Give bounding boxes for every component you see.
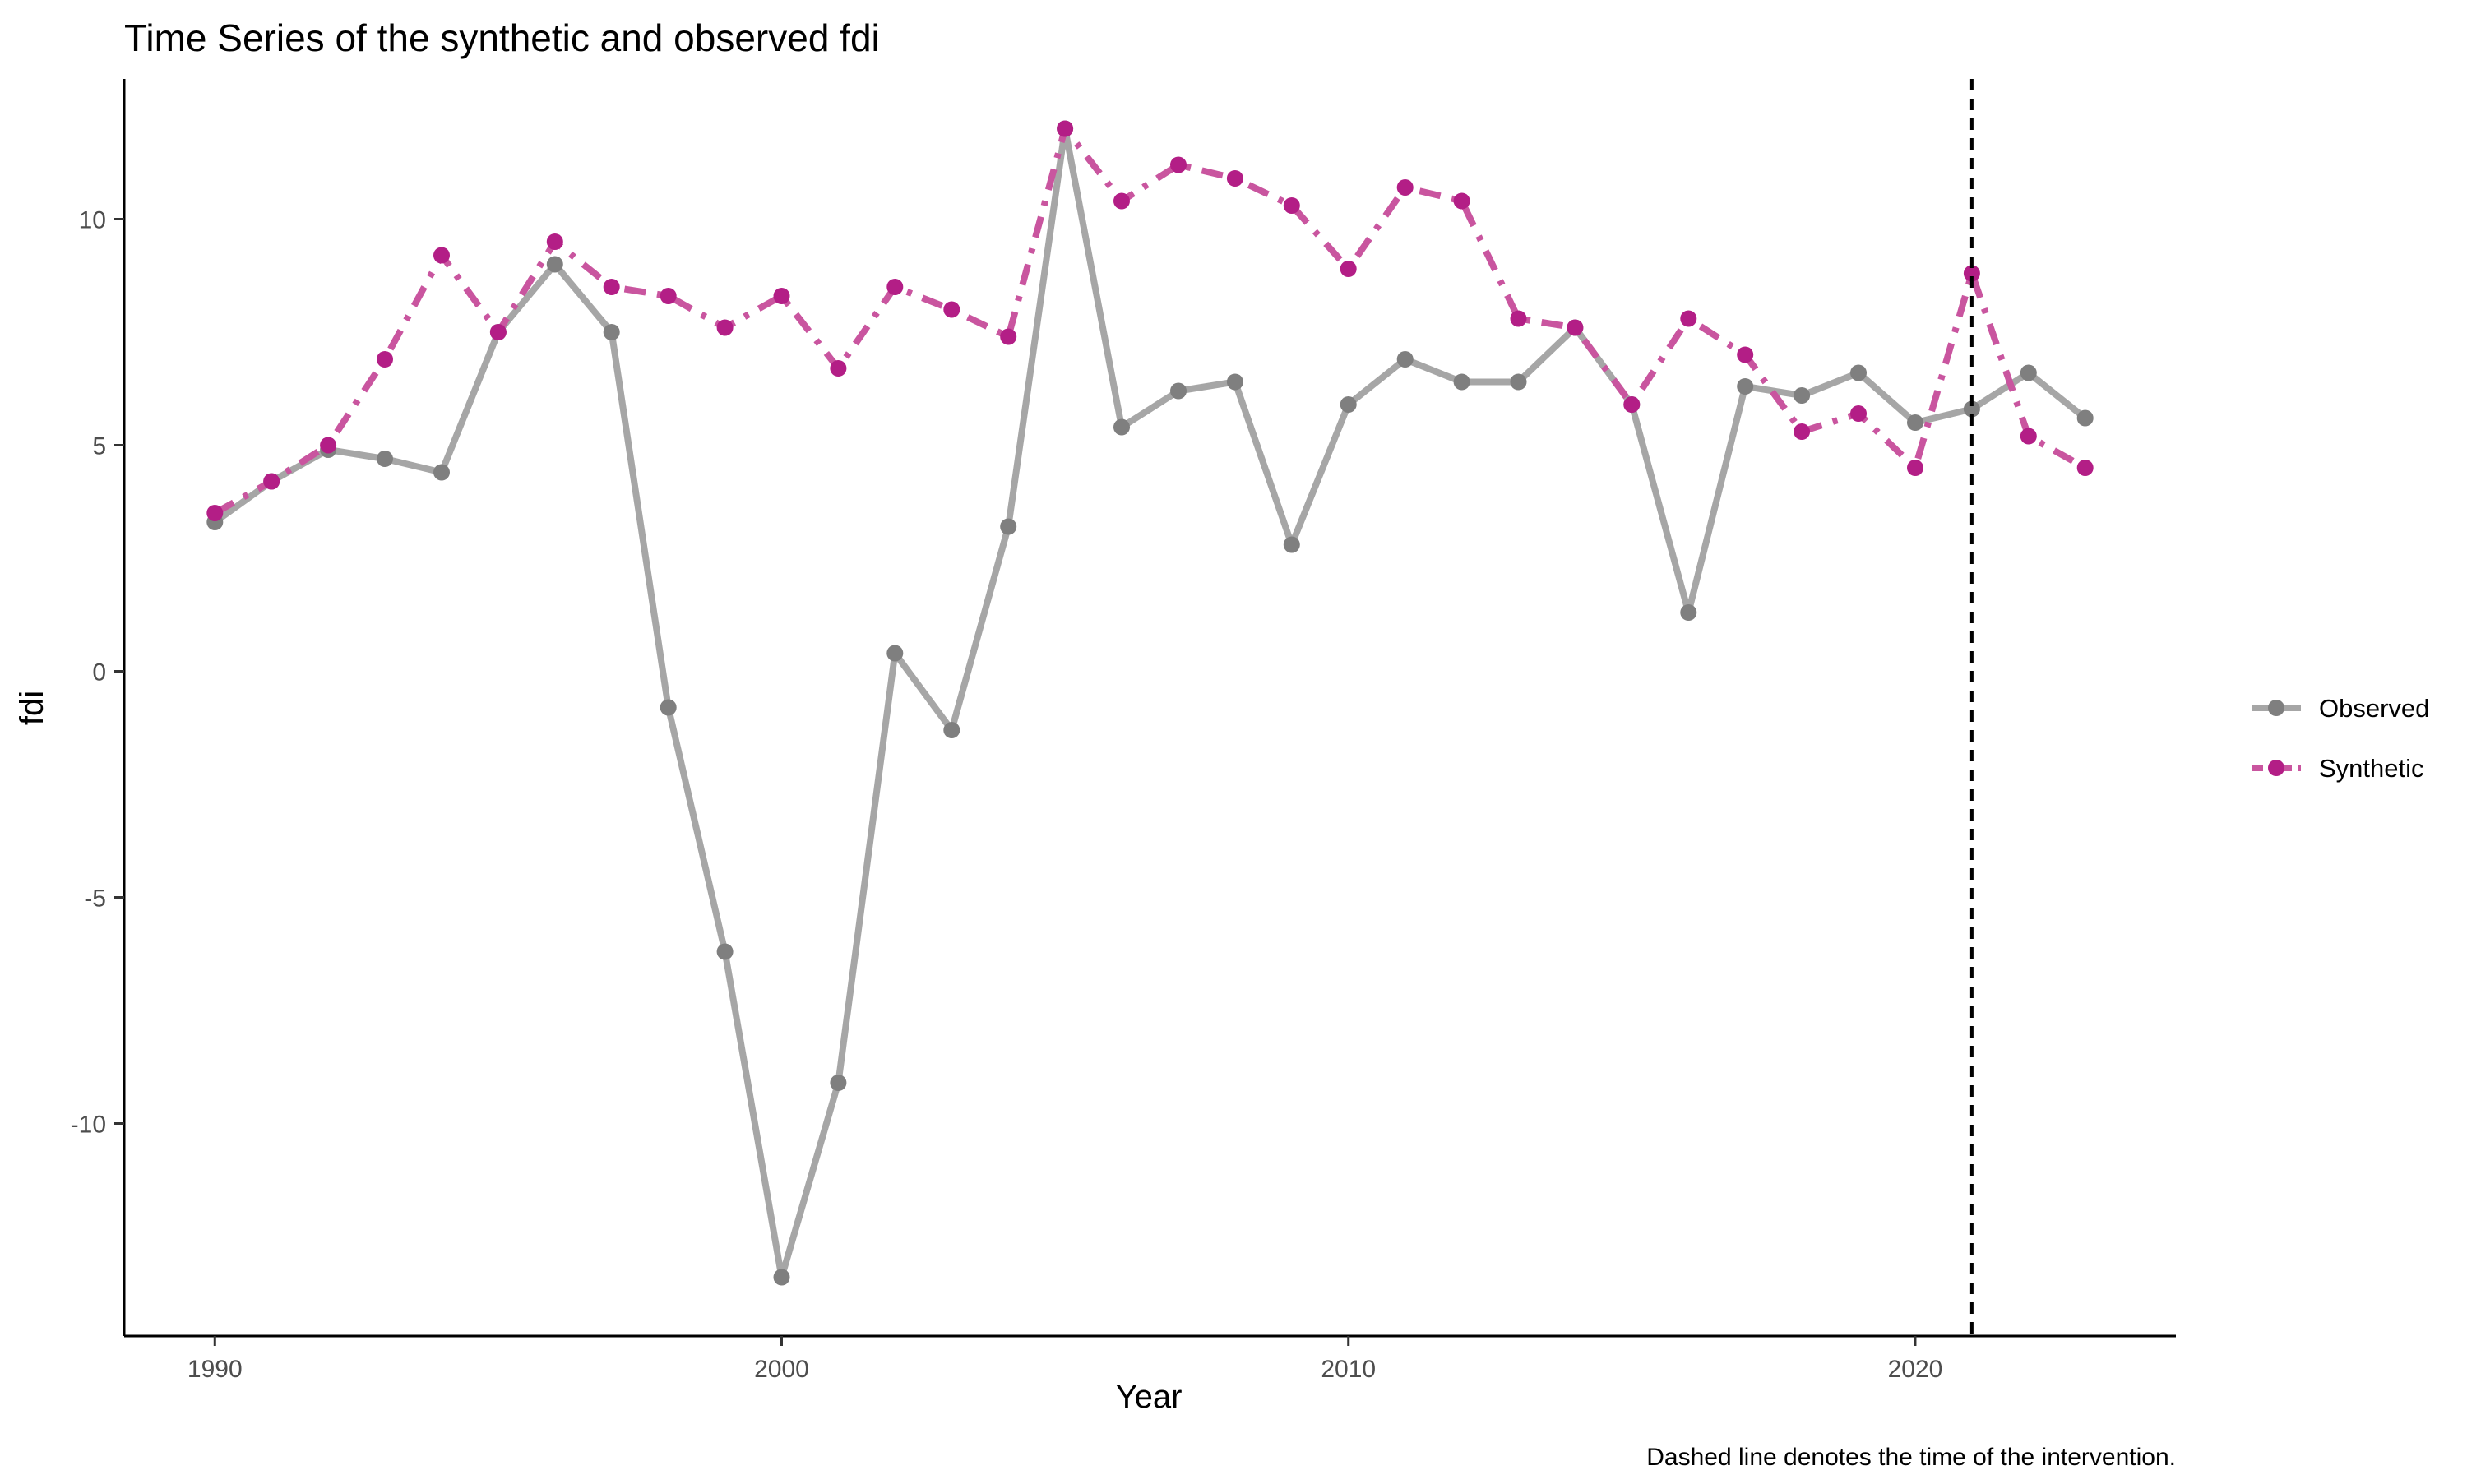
data-point-synthetic-2017 [1737,346,1754,363]
data-point-observed-1994 [433,464,450,481]
y-tick-label--5: -5 [84,885,106,913]
data-point-synthetic-1999 [716,319,734,336]
data-point-observed-2000 [773,1269,790,1286]
data-point-synthetic-1994 [433,247,450,264]
data-point-synthetic-2010 [1340,261,1357,277]
data-point-synthetic-2006 [1113,192,1130,210]
data-point-observed-2009 [1283,536,1300,553]
data-point-synthetic-2018 [1794,423,1811,440]
data-point-observed-2022 [2020,364,2037,381]
data-point-observed-2001 [830,1075,847,1091]
data-point-synthetic-1998 [660,288,677,304]
data-point-synthetic-1991 [263,473,280,490]
data-point-observed-2011 [1396,351,1414,368]
data-point-observed-1999 [716,943,734,960]
data-point-observed-2003 [943,722,960,738]
data-point-synthetic-2023 [2076,460,2094,476]
data-point-observed-2004 [1000,518,1017,535]
data-point-synthetic-2016 [1680,310,1697,327]
data-point-synthetic-2019 [1850,405,1867,422]
data-point-synthetic-2015 [1623,396,1641,413]
data-point-synthetic-1993 [377,351,393,368]
data-point-synthetic-2002 [886,279,904,295]
data-point-observed-2006 [1113,418,1130,436]
data-point-observed-2013 [1510,373,1527,391]
data-point-observed-1996 [546,256,563,273]
legend-marker-synthetic [2268,760,2284,776]
data-point-synthetic-2001 [830,360,847,377]
data-point-synthetic-2013 [1510,310,1527,327]
y-tick-label-10: 10 [79,207,106,234]
data-point-synthetic-2012 [1453,192,1470,210]
chart-caption: Dashed line denotes the time of the inte… [1646,1444,2176,1471]
data-point-synthetic-2022 [2020,428,2037,445]
data-point-observed-1998 [660,699,677,716]
data-point-synthetic-1992 [320,437,337,454]
data-point-observed-2012 [1453,373,1470,391]
data-point-synthetic-2004 [1000,328,1017,345]
data-point-synthetic-2007 [1170,156,1187,173]
legend: Observed Synthetic [2252,694,2429,783]
data-point-synthetic-2000 [773,288,790,304]
data-point-observed-1997 [603,324,620,340]
data-point-observed-2007 [1170,382,1187,400]
y-tick-label-5: 5 [92,433,106,460]
data-point-observed-2020 [1907,414,1923,431]
data-point-synthetic-2020 [1907,460,1923,476]
data-point-synthetic-2003 [943,301,960,318]
legend-marker-observed [2268,700,2284,716]
data-point-observed-2010 [1340,396,1357,413]
x-axis-label: Year [1116,1379,1183,1415]
data-point-observed-2021 [1963,400,1980,418]
data-point-observed-2023 [2076,409,2094,427]
data-point-observed-2002 [886,645,904,662]
data-point-synthetic-2008 [1226,170,1243,187]
x-tick-label-2010: 2010 [1321,1356,1376,1383]
legend-label-synthetic: Synthetic [2319,754,2424,783]
data-point-synthetic-1997 [603,279,620,295]
data-point-synthetic-1990 [206,505,224,521]
chart-title: Time Series of the synthetic and observe… [124,16,880,59]
y-axis-label: fdi [14,691,50,725]
y-tick-label-0: 0 [92,659,106,687]
data-point-synthetic-2014 [1567,319,1584,336]
y-tick-label--10: -10 [71,1112,106,1139]
data-point-observed-2017 [1737,378,1754,395]
legend-label-observed: Observed [2319,694,2429,723]
series-line-synthetic [213,125,2087,516]
data-point-observed-2019 [1850,364,1867,381]
data-point-synthetic-2005 [1057,120,1074,137]
series-line-observed [212,125,2088,1281]
data-point-observed-2016 [1680,604,1697,621]
data-point-synthetic-1996 [546,233,563,250]
data-point-observed-1993 [377,451,393,467]
data-point-observed-2008 [1226,373,1243,391]
data-point-synthetic-2011 [1396,179,1414,196]
x-tick-label-2000: 2000 [754,1356,809,1383]
data-point-synthetic-2021 [1963,265,1980,282]
x-tick-label-2020: 2020 [1888,1356,1943,1383]
x-tick-label-1990: 1990 [187,1356,243,1383]
data-point-synthetic-2009 [1283,197,1300,214]
data-point-synthetic-1995 [489,324,507,340]
plot-area [206,79,2094,1336]
data-point-observed-2018 [1794,387,1811,404]
axes: 1990 2000 2010 2020 -10 -5 0 5 10 [71,79,2176,1383]
